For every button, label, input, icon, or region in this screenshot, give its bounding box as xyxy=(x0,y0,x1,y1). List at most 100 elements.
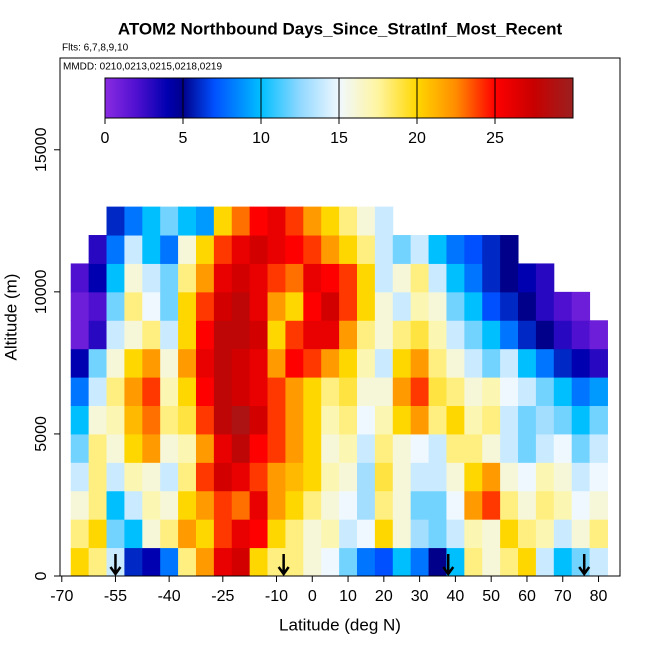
heat-cell xyxy=(303,547,322,577)
heat-cell xyxy=(231,519,251,549)
heat-cell xyxy=(249,263,269,293)
heat-cell xyxy=(249,547,269,577)
heat-cell xyxy=(70,291,90,321)
heat-cell xyxy=(464,263,483,293)
heat-cell xyxy=(124,291,143,321)
heat-cell xyxy=(535,547,555,577)
y-tick-label: 5000 xyxy=(33,416,50,452)
heat-cell xyxy=(88,348,108,378)
y-tick-label: 10000 xyxy=(33,270,50,315)
heat-cell xyxy=(535,291,555,321)
subtitle: Flts: 6,7,8,9,10 xyxy=(62,43,129,54)
heat-cell xyxy=(535,433,555,463)
heat-cell xyxy=(267,377,286,407)
heat-cell xyxy=(142,206,161,236)
heat-cell xyxy=(535,490,555,520)
heat-cell xyxy=(213,235,233,264)
heat-cell xyxy=(160,377,179,407)
heat-cell xyxy=(410,348,430,378)
heat-cell xyxy=(249,235,269,264)
heat-cell xyxy=(428,490,447,520)
heat-cell xyxy=(500,377,519,407)
heat-cell xyxy=(70,377,90,407)
heat-cell xyxy=(392,433,412,463)
x-tick-label: 0 xyxy=(308,588,317,605)
heat-cell xyxy=(446,519,465,549)
heat-cell xyxy=(249,462,269,492)
heat-cell xyxy=(374,462,394,492)
heat-cell xyxy=(303,291,322,321)
heat-cell xyxy=(285,235,304,264)
heat-cell xyxy=(589,405,608,435)
heat-cell xyxy=(356,206,376,236)
heat-cell xyxy=(410,377,430,407)
heat-cell xyxy=(374,405,394,435)
heat-cell xyxy=(553,547,573,577)
heat-cell xyxy=(392,377,412,407)
heat-cell xyxy=(106,348,125,378)
flight-marker xyxy=(109,554,122,577)
heat-cell xyxy=(374,547,394,577)
heat-cell xyxy=(249,206,269,236)
heat-cell xyxy=(589,348,608,378)
heat-cell xyxy=(178,263,197,293)
heat-cell xyxy=(374,348,394,378)
heat-cell xyxy=(500,433,519,463)
heat-cell xyxy=(356,519,376,549)
heat-cell xyxy=(249,377,269,407)
heat-cell xyxy=(446,490,465,520)
x-axis-label: Latitude (deg N) xyxy=(279,615,401,634)
heat-cell xyxy=(410,519,430,549)
heat-cell xyxy=(124,490,143,520)
heat-cell xyxy=(106,263,125,293)
heat-cell xyxy=(464,235,483,264)
heat-cell xyxy=(464,348,483,378)
heat-cell xyxy=(374,320,394,350)
heat-cell xyxy=(88,320,108,350)
heat-cell xyxy=(88,490,108,520)
heat-cell xyxy=(285,547,304,577)
heat-cell xyxy=(213,462,233,492)
heat-cell xyxy=(178,519,197,549)
heat-cell xyxy=(518,462,537,492)
heat-cell xyxy=(249,490,269,520)
heat-cell xyxy=(106,519,125,549)
heat-cell xyxy=(249,291,269,321)
heat-cell xyxy=(267,348,286,378)
heat-cell xyxy=(339,405,358,435)
heat-cell xyxy=(392,547,412,577)
heat-cell xyxy=(124,206,143,236)
heat-cell xyxy=(106,405,125,435)
heat-cell xyxy=(285,405,304,435)
heat-cell xyxy=(392,291,412,321)
heat-cell xyxy=(124,263,143,293)
x-tick-label: 10 xyxy=(339,588,357,605)
heat-cell xyxy=(321,519,340,549)
heat-cell xyxy=(518,490,537,520)
heat-cell xyxy=(500,490,519,520)
heat-cell xyxy=(124,547,143,577)
colorbar-tick-label: 25 xyxy=(486,130,504,147)
heat-cell xyxy=(553,462,573,492)
heat-cell xyxy=(374,433,394,463)
heat-cell xyxy=(178,405,197,435)
heat-cell xyxy=(535,519,555,549)
heat-cell xyxy=(267,291,286,321)
heat-cell xyxy=(392,348,412,378)
heat-cell xyxy=(410,462,430,492)
heat-cell xyxy=(195,377,215,407)
heat-cell xyxy=(178,235,197,264)
x-tick-label: 60 xyxy=(518,588,536,605)
heat-cell xyxy=(339,519,358,549)
heat-cell xyxy=(464,462,483,492)
heat-cell xyxy=(392,405,412,435)
heat-cell xyxy=(321,433,340,463)
heat-cell xyxy=(535,348,555,378)
heat-cell xyxy=(553,519,573,549)
heat-cell xyxy=(464,433,483,463)
heat-cell xyxy=(464,377,483,407)
flight-marker xyxy=(578,554,591,577)
heat-cell xyxy=(356,235,376,264)
heat-cell xyxy=(88,263,108,293)
heat-cell xyxy=(553,348,573,378)
